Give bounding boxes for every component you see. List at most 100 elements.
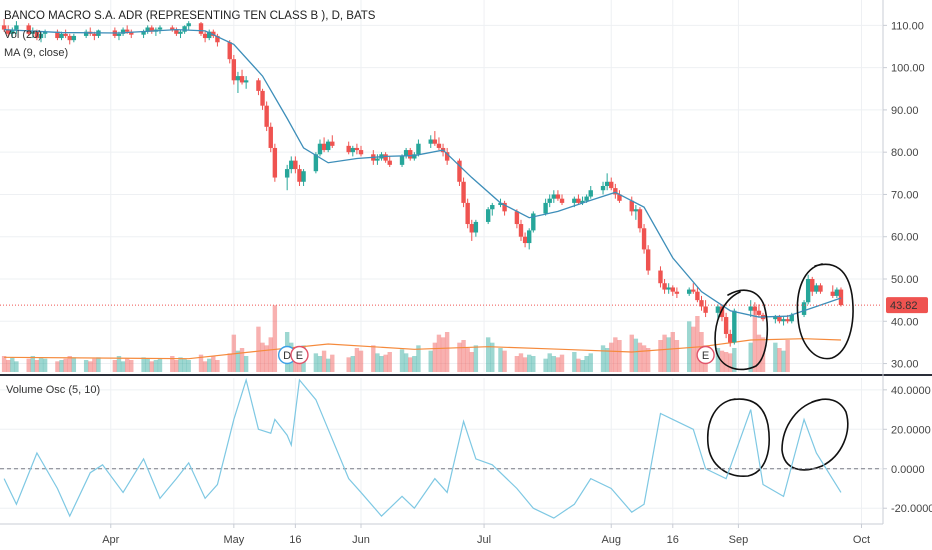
candle-body — [71, 35, 77, 41]
candle — [26, 23, 31, 36]
volume-bar — [531, 356, 536, 372]
candle — [838, 287, 844, 307]
volume-bar — [498, 348, 503, 372]
volume-bar — [202, 361, 208, 372]
volume-bar — [211, 356, 216, 372]
ma-indicator-label[interactable]: MA (9, close) — [4, 47, 68, 59]
vol-indicator-label[interactable]: Vol (20) — [4, 29, 42, 41]
annotation-circle-price-left — [714, 289, 769, 371]
time-tick-label: May — [223, 534, 244, 546]
volume-bar — [399, 349, 405, 372]
candle-body — [785, 319, 790, 322]
volume-bar — [14, 361, 19, 372]
volume-bar — [490, 342, 495, 372]
osc-indicator-label[interactable]: Volume Osc (5, 10) — [6, 384, 100, 396]
candle-body — [732, 310, 737, 343]
volume-bar — [670, 332, 675, 372]
volume-bar — [358, 350, 364, 372]
candle-body — [198, 23, 204, 34]
candle — [432, 131, 438, 146]
candle-body — [691, 289, 696, 292]
candle — [350, 145, 355, 157]
candle — [264, 101, 269, 132]
volume-bar — [473, 345, 479, 372]
volume-bar — [383, 354, 388, 372]
candle — [416, 139, 421, 157]
candle-body — [658, 270, 663, 284]
candle-body — [63, 33, 68, 36]
osc-tick-label: 0.0000 — [891, 464, 925, 476]
candle-body — [59, 33, 64, 39]
hand-drawn-annotations — [707, 263, 854, 477]
candle-body — [629, 200, 634, 212]
candle-body — [399, 156, 405, 165]
annotation-circle-osc-right — [781, 398, 849, 471]
candle — [301, 169, 306, 186]
candle-body — [551, 194, 557, 199]
volume-bar — [674, 340, 680, 372]
annotation-circle-price-right — [796, 263, 854, 360]
candle — [207, 29, 212, 41]
candle — [268, 122, 273, 153]
candle — [715, 304, 721, 320]
volume-bar — [485, 337, 491, 372]
candle — [543, 198, 548, 216]
volume-bar — [461, 340, 466, 372]
candle — [289, 156, 294, 174]
volume-bar — [633, 338, 639, 372]
candle-body — [777, 317, 782, 322]
candle — [186, 21, 191, 30]
earnings-marker[interactable]: E — [290, 345, 309, 365]
volume-bar — [695, 316, 700, 372]
candle-body — [838, 289, 844, 306]
candle — [674, 287, 680, 299]
candle — [814, 283, 819, 294]
volume-bar — [547, 353, 552, 372]
volume-bar — [756, 334, 762, 372]
volume-bar — [34, 360, 40, 372]
candle — [502, 200, 507, 216]
candle-body — [67, 35, 72, 41]
time-tick-label: Apr — [102, 534, 119, 546]
candle-body — [527, 230, 532, 244]
candle — [465, 198, 470, 229]
candle — [527, 228, 532, 250]
candle — [83, 29, 89, 39]
earnings-marker[interactable]: E — [696, 345, 715, 365]
candle-body — [728, 333, 733, 343]
earnings-marker-circle — [290, 345, 309, 365]
volume-bar — [604, 348, 610, 372]
candle-body — [149, 27, 154, 32]
pane-divider[interactable] — [0, 0, 932, 525]
ma-path — [4, 28, 842, 318]
volume-bar — [38, 357, 44, 372]
osc-tick-label: -20.0000 — [891, 503, 932, 515]
candle — [617, 190, 622, 203]
candle-body — [34, 31, 40, 39]
earnings-marker-label: D — [283, 350, 291, 362]
candle-body — [572, 198, 577, 203]
candle — [818, 283, 823, 294]
candle-body — [346, 145, 351, 153]
volume-bar — [514, 356, 520, 372]
candle-body — [641, 228, 647, 250]
candle-body — [748, 306, 753, 311]
candle — [346, 141, 351, 155]
volume-bar — [457, 342, 462, 372]
earnings-marker-label: E — [296, 350, 303, 362]
volume-bar — [645, 348, 651, 372]
candle-body — [756, 310, 762, 315]
volume-bar — [96, 357, 101, 372]
candle — [227, 40, 232, 64]
candle-body — [207, 31, 212, 39]
annotation-circle-osc-left — [707, 398, 770, 477]
candle — [641, 224, 647, 254]
volume-bar — [198, 354, 204, 372]
last-price-badge-text: 43.82 — [890, 300, 918, 312]
candle — [198, 21, 204, 36]
volume-bar — [502, 350, 507, 372]
candle — [834, 287, 840, 299]
candle — [670, 285, 675, 296]
time-tick-label: Sep — [729, 534, 749, 546]
